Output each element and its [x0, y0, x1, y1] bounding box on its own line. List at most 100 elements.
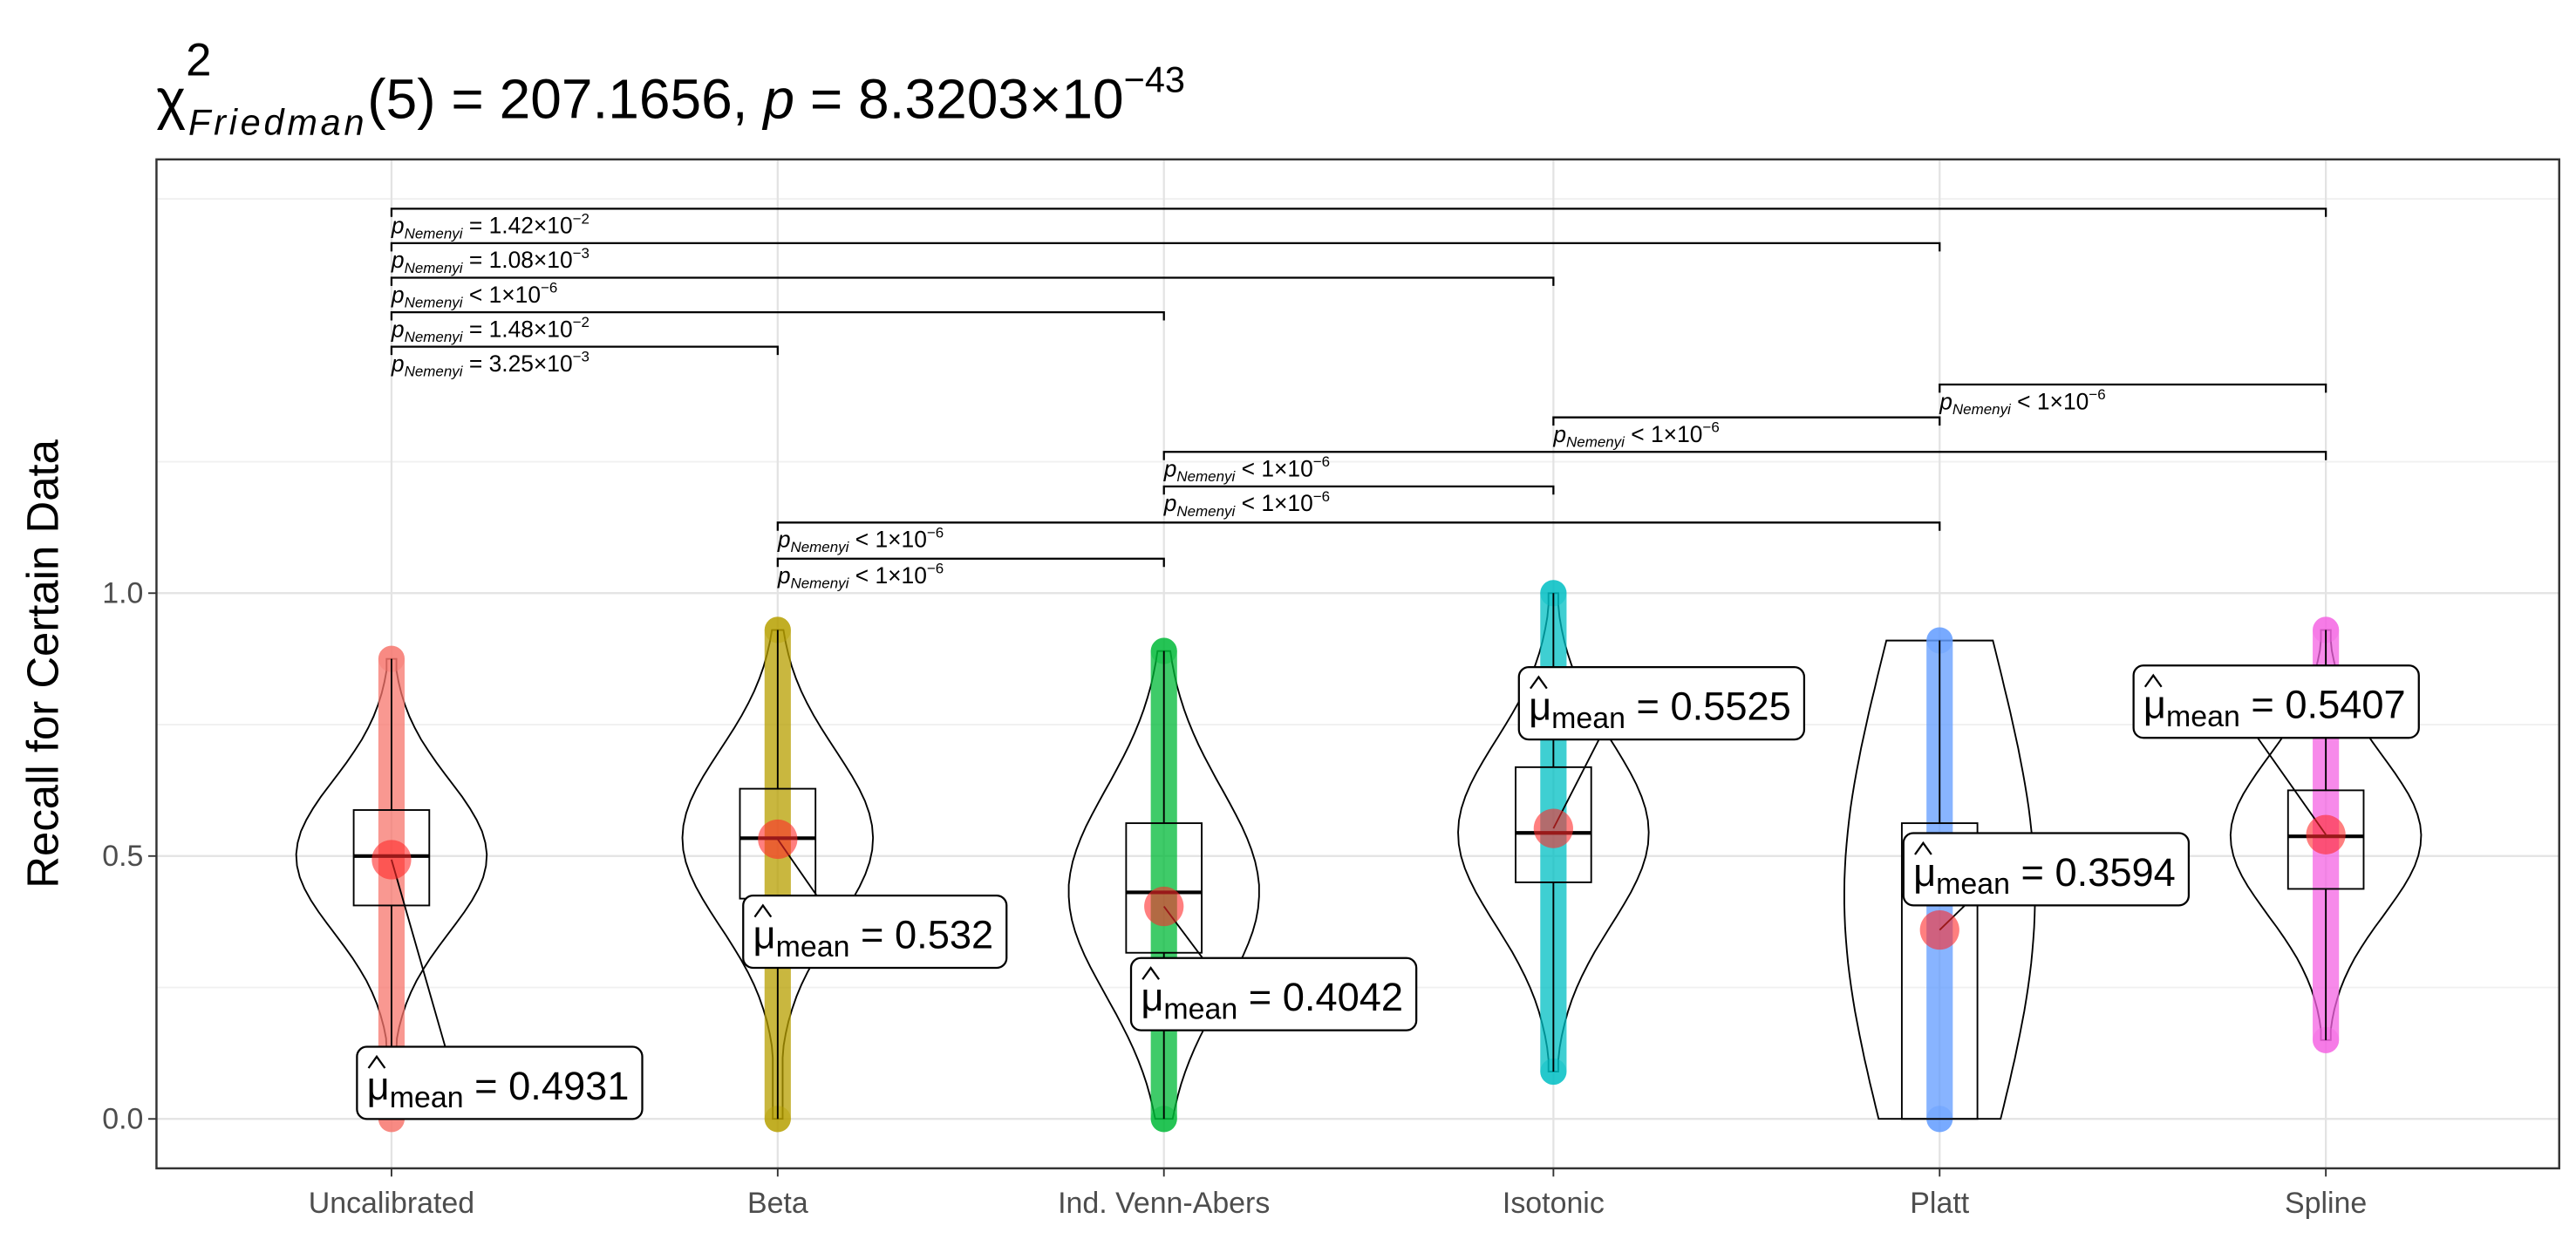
mean-symbol: μ	[1529, 684, 1551, 728]
p-relation: <	[1235, 456, 1261, 482]
p-subscript: Nemenyi	[405, 225, 464, 242]
p-exponent: −6	[927, 561, 944, 577]
mean-point	[1533, 808, 1573, 848]
x-tick-label: Beta	[747, 1187, 808, 1220]
mean-label-frame	[1517, 666, 1806, 741]
max-point	[764, 616, 791, 643]
title-part: 2	[186, 35, 211, 86]
p-relation: =	[463, 247, 489, 273]
p-subscript: Nemenyi	[405, 294, 464, 310]
comparison-label: pNemenyi < 1×10−6	[1163, 488, 1330, 520]
comparison-bracket	[390, 208, 2327, 217]
p-symbol: p	[777, 562, 791, 589]
mean-label-frame	[356, 1045, 644, 1120]
x-tick-label: Ind. Venn-Abers	[1058, 1187, 1270, 1220]
mean-symbol: μ	[2143, 683, 2166, 727]
p-exponent: −3	[573, 349, 589, 365]
p-exponent: −2	[573, 314, 589, 330]
p-symbol: p	[1163, 490, 1177, 516]
plot-panel	[155, 158, 2560, 1170]
x-tick-label: Platt	[1910, 1187, 1969, 1220]
comparison-bracket	[1162, 485, 1555, 495]
comparison-label: pNemenyi = 1.08×10−3	[391, 245, 589, 276]
mean-label-frame	[1129, 956, 1418, 1031]
p-mantissa: 1.48×10	[489, 316, 573, 342]
p-relation: <	[2011, 388, 2037, 414]
y-tick-label: 0.5	[102, 840, 143, 873]
p-subscript: Nemenyi	[790, 575, 849, 592]
x-tick-label: Spline	[2285, 1187, 2367, 1220]
mean-subscript: mean	[1163, 992, 1237, 1025]
mean-subscript: mean	[390, 1081, 464, 1114]
mean-label-text: μmean = 0.4931	[367, 1064, 630, 1114]
mean-label-box: μmean = 0.5525	[1517, 666, 1806, 741]
p-relation: =	[463, 213, 489, 239]
y-tick-label: 0.0	[102, 1103, 143, 1136]
p-mantissa: 1×10	[1261, 490, 1312, 516]
p-subscript: Nemenyi	[1176, 468, 1236, 485]
p-exponent: −6	[2089, 386, 2105, 403]
p-subscript: Nemenyi	[405, 364, 464, 380]
comparison-bracket	[1939, 383, 2327, 393]
p-symbol: p	[777, 527, 791, 553]
mean-hat	[1530, 675, 1548, 690]
p-symbol: p	[391, 282, 405, 308]
p-mantissa: 1×10	[1651, 421, 1702, 447]
comparison-bracket	[1162, 451, 2327, 460]
mean-label	[391, 859, 457, 1084]
mean-value: 0.4042	[1283, 975, 1403, 1019]
mean-hat	[753, 903, 773, 918]
chart-title: χ2 Friedman(5) = 207.1656, p = 8.3203×10−…	[156, 35, 1185, 143]
title-part: Friedman	[188, 102, 367, 143]
mean-subscript: mean	[2166, 700, 2240, 733]
x-tick-label: Uncalibrated	[309, 1187, 474, 1220]
p-exponent: −3	[573, 245, 589, 262]
p-exponent: −6	[541, 279, 557, 296]
p-mantissa: 1×10	[2037, 388, 2089, 414]
comparison-label: pNemenyi < 1×10−6	[1163, 453, 1330, 485]
comparison-label: pNemenyi < 1×10−6	[391, 279, 557, 310]
mean-relation: =	[849, 912, 895, 956]
mean-label-text: μmean = 0.532	[753, 912, 994, 963]
y-axis-title: Recall for Certain Data	[17, 439, 67, 888]
mean-label-box: μmean = 0.4931	[356, 1045, 644, 1120]
mean-subscript: mean	[1936, 868, 2010, 901]
comparison-label: pNemenyi < 1×10−6	[777, 561, 944, 592]
mean-relation: =	[1237, 975, 1283, 1019]
p-exponent: −6	[1313, 488, 1330, 505]
mean-value: 0.5525	[1671, 684, 1791, 728]
mean-symbol: μ	[1913, 850, 1936, 895]
p-relation: =	[463, 316, 489, 342]
mean-connector	[391, 859, 457, 1084]
mean-point	[371, 840, 412, 880]
comparison-bracket	[390, 276, 1555, 286]
p-mantissa: 3.25×10	[489, 351, 573, 377]
p-symbol: p	[1163, 456, 1177, 482]
p-symbol: p	[1552, 421, 1566, 447]
p-subscript: Nemenyi	[405, 260, 464, 276]
mean-symbol: μ	[753, 912, 776, 956]
p-exponent: −2	[573, 210, 589, 227]
p-mantissa: 1×10	[875, 562, 926, 589]
comparison-bracket	[390, 242, 1941, 252]
mean-point	[1919, 909, 1959, 950]
mean-point	[2306, 814, 2346, 854]
mean-label-text: μmean = 0.4042	[1141, 975, 1403, 1025]
mean-value: 0.532	[895, 912, 993, 956]
mean-point	[758, 819, 798, 860]
p-subscript: Nemenyi	[1566, 434, 1625, 451]
p-mantissa: 1×10	[875, 527, 926, 553]
mean-relation: =	[2010, 850, 2055, 895]
p-subscript: Nemenyi	[1952, 401, 2012, 418]
box	[1900, 822, 1979, 1120]
p-exponent: −6	[927, 524, 944, 541]
comparison-bracket	[1552, 416, 1941, 426]
mean-value: 0.3594	[2055, 850, 2176, 895]
p-exponent: −6	[1702, 419, 1719, 436]
max-point	[2313, 616, 2340, 643]
comparison-bracket	[390, 345, 779, 356]
p-symbol: p	[391, 316, 405, 342]
p-mantissa: 1×10	[1261, 456, 1312, 482]
mean-label-text: μmean = 0.3594	[1913, 850, 2176, 901]
